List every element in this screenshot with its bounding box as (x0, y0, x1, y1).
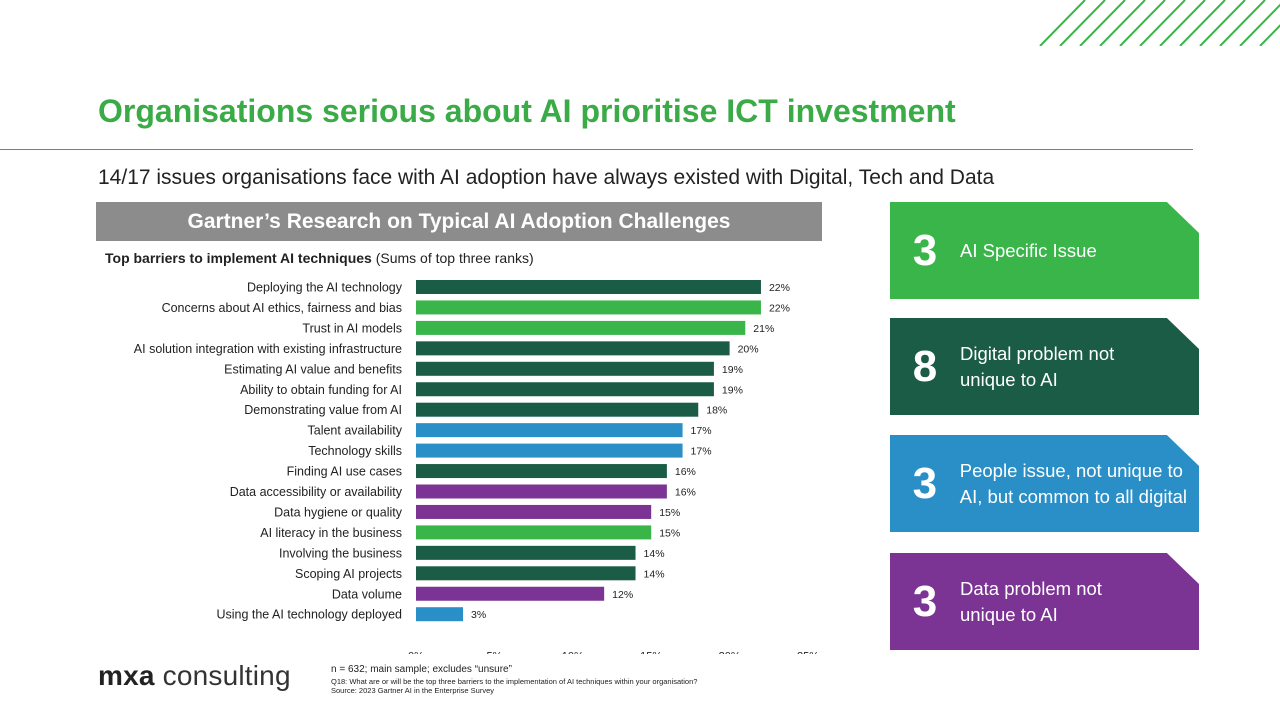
value-label: 22% (769, 302, 790, 314)
bar (416, 361, 714, 376)
value-label: 19% (722, 364, 743, 376)
bar (416, 586, 605, 601)
category-label: Technology skills (308, 444, 402, 458)
bar (416, 341, 730, 356)
company-logo: mxa consulting (98, 660, 291, 692)
bar (416, 402, 699, 417)
card-count: 3 (912, 225, 938, 275)
decorative-stripes (1039, 0, 1280, 46)
x-tick-label: 20% (719, 651, 741, 654)
card-count: 8 (912, 341, 938, 391)
value-label: 21% (753, 323, 774, 335)
bar (416, 423, 683, 438)
value-label: 19% (722, 384, 743, 396)
bar (416, 280, 761, 294)
category-label: Ability to obtain funding for AI (240, 383, 402, 397)
value-label: 16% (675, 487, 696, 499)
chart-footnote: n = 632; main sample; excludes “unsure” … (331, 664, 697, 695)
value-label: 12% (612, 589, 633, 601)
chart-banner: Gartner’s Research on Typical AI Adoptio… (96, 202, 822, 241)
card-ai-specific: 3 AI Specific Issue (890, 202, 1199, 299)
category-label: Concerns about AI ethics, fairness and b… (162, 301, 402, 315)
card-digital: 8 Digital problem not unique to AI (890, 318, 1199, 415)
bar (416, 300, 761, 315)
bar (416, 504, 652, 519)
value-label: 14% (644, 548, 665, 560)
x-tick-label: 5% (486, 651, 502, 654)
category-label: Involving the business (279, 546, 402, 560)
value-label: 14% (644, 568, 665, 580)
category-label: Finding AI use cases (287, 465, 402, 479)
card-label: Digital problem not unique to AI (960, 342, 1115, 390)
value-label: 22% (769, 282, 790, 294)
x-tick-label: 0% (408, 651, 424, 654)
value-label: 17% (691, 446, 712, 458)
category-label: Data volume (332, 587, 402, 601)
card-people: 3 People issue, not unique to AI, but co… (890, 435, 1199, 532)
chart-heading: Top barriers to implement AI techniques … (105, 250, 534, 266)
bar (416, 484, 667, 499)
value-label: 20% (738, 343, 759, 355)
category-label: AI solution integration with existing in… (134, 342, 402, 356)
category-label: Data accessibility or availability (230, 485, 403, 499)
category-label: Demonstrating value from AI (244, 403, 402, 417)
chart-heading-bold: Top barriers to implement AI techniques (105, 250, 372, 266)
card-label: AI Specific Issue (960, 239, 1097, 261)
logo-rest: consulting (154, 660, 291, 691)
barrier-bar-chart: Deploying the AI technology 22% Concerns a… (134, 280, 819, 654)
category-label: Using the AI technology deployed (216, 608, 402, 622)
slide-subtitle: 14/17 issues organisations face with AI … (98, 166, 995, 189)
bar (416, 382, 714, 397)
bar (416, 607, 464, 622)
source-note: Source: 2023 Gartner AI in the Enterpris… (331, 685, 495, 695)
category-label: Deploying the AI technology (247, 281, 403, 295)
value-label: 15% (659, 507, 680, 519)
x-tick-label: 25% (797, 651, 819, 654)
bar (416, 443, 683, 458)
card-count: 3 (912, 576, 938, 626)
bar (416, 464, 667, 479)
category-label: Trust in AI models (302, 321, 402, 335)
question-note: Q18: What are or will be the top three b… (331, 676, 698, 686)
category-label: Data hygiene or quality (274, 505, 403, 519)
category-label: Estimating AI value and benefits (224, 362, 402, 376)
category-label: Talent availability (308, 424, 403, 438)
logo-bold: mxa (98, 660, 155, 691)
card-label: Data problem not unique to AI (960, 577, 1102, 625)
card-count: 3 (912, 458, 938, 508)
sample-note: n = 632; main sample; excludes “unsure” (331, 664, 512, 675)
value-label: 16% (675, 466, 696, 478)
chart-heading-note: (Sums of top three ranks) (371, 250, 534, 266)
value-label: 18% (706, 405, 727, 417)
card-label: People issue, not unique to AI, but comm… (959, 459, 1188, 507)
value-label: 15% (659, 527, 680, 539)
category-label: Scoping AI projects (295, 567, 402, 581)
value-label: 17% (691, 425, 712, 437)
bar (416, 566, 636, 581)
category-label: AI literacy in the business (260, 526, 402, 540)
x-tick-label: 10% (562, 651, 584, 654)
title-divider (0, 149, 1193, 150)
bar (416, 525, 652, 540)
slide-title: Organisations serious about AI prioritis… (98, 93, 956, 129)
bar (416, 320, 746, 335)
card-data: 3 Data problem not unique to AI (890, 553, 1199, 650)
bar (416, 545, 636, 560)
value-label: 3% (471, 609, 486, 621)
x-tick-label: 15% (640, 651, 662, 654)
